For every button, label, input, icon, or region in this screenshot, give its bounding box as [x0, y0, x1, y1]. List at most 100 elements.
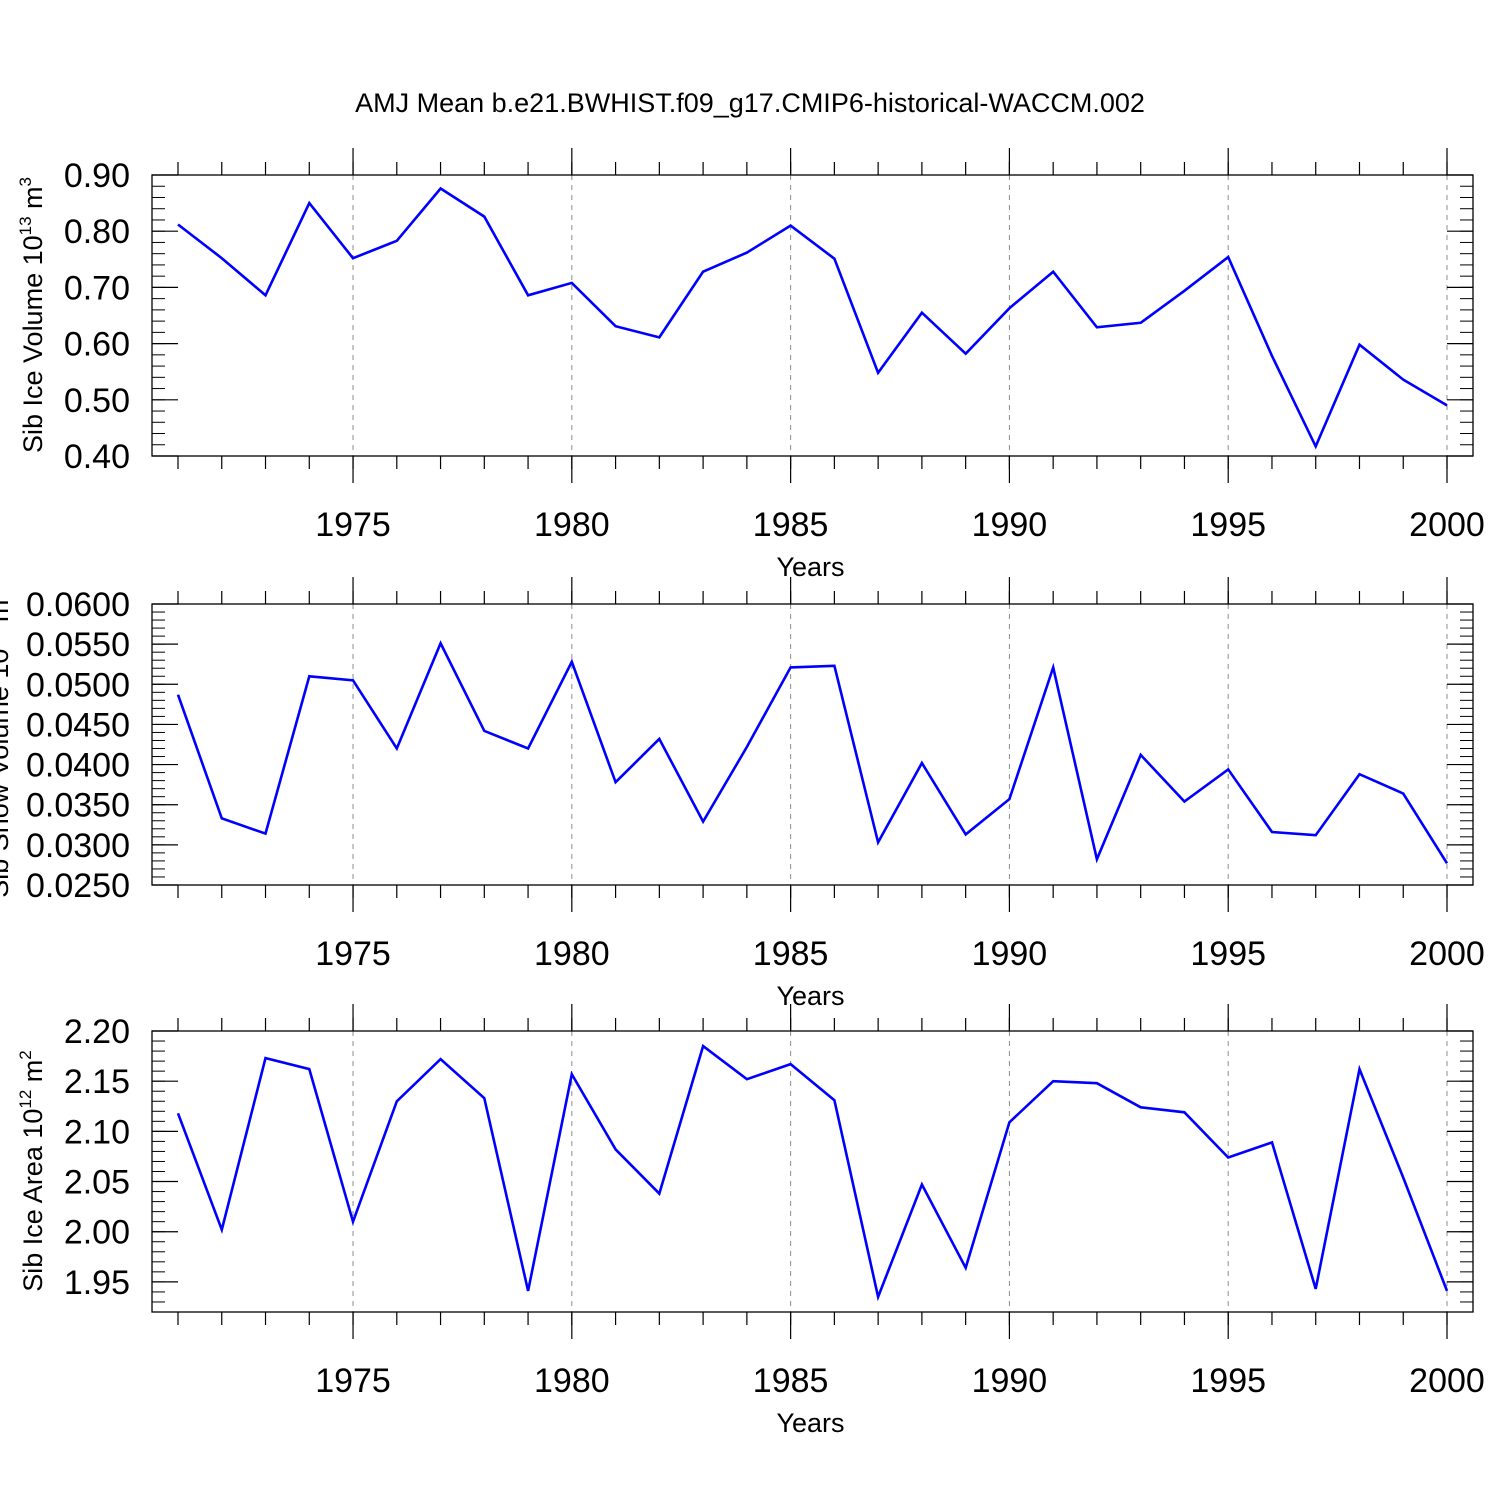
data-point: [571, 661, 573, 663]
data-point: [221, 257, 223, 259]
x-tick-label: 1985: [753, 935, 829, 973]
x-tick-label: 1995: [1190, 935, 1266, 973]
y-tick-label: 0.40: [64, 438, 130, 476]
data-point: [746, 746, 748, 748]
data-point: [1402, 792, 1404, 794]
data-point: [396, 747, 398, 749]
data-point: [1315, 1288, 1317, 1290]
y-tick-label: 2.15: [64, 1063, 130, 1101]
y-axis-title-unit-exponent: 3: [0, 590, 1, 599]
data-point: [264, 1057, 266, 1059]
data-point: [1096, 326, 1098, 328]
data-point: [396, 240, 398, 242]
y-axis-title-exponent: 13: [0, 630, 1, 649]
data-point: [921, 1183, 923, 1185]
data-point: [1446, 862, 1448, 864]
data-point: [1227, 1156, 1229, 1158]
data-point: [614, 781, 616, 783]
data-point: [221, 1229, 223, 1231]
data-point: [1402, 378, 1404, 380]
data-point: [1446, 1290, 1448, 1292]
data-point: [264, 294, 266, 296]
data-point: [1052, 270, 1054, 272]
data-point: [527, 747, 529, 749]
data-point: [658, 1192, 660, 1194]
data-point: [702, 270, 704, 272]
data-point: [833, 665, 835, 667]
data-point: [439, 642, 441, 644]
data-point: [1096, 858, 1098, 860]
y-axis-title: Sib Ice Area 1012 m2: [16, 1050, 48, 1292]
data-point: [308, 1068, 310, 1070]
data-point: [1139, 1106, 1141, 1108]
x-tick-label: 1980: [534, 1362, 610, 1400]
data-point: [1446, 404, 1448, 406]
data-point: [921, 762, 923, 764]
y-tick-label: 0.0500: [26, 666, 130, 704]
chart-panel-2: 1975 1980 1985 1990 1995 2000 0.02500.03000.03…: [0, 577, 1485, 1011]
x-tick-label: 1980: [534, 506, 610, 544]
data-point: [1271, 1141, 1273, 1143]
data-point: [308, 675, 310, 677]
y-axis-title-unit: m: [18, 186, 48, 216]
x-axis-title: Years: [776, 1408, 844, 1438]
data-point: [439, 1058, 441, 1060]
data-point: [483, 730, 485, 732]
data-point: [1183, 800, 1185, 802]
data-point: [527, 294, 529, 296]
data-point: [1315, 445, 1317, 447]
y-tick-label: 0.0550: [26, 626, 130, 664]
data-point: [439, 187, 441, 189]
data-point: [1052, 1080, 1054, 1082]
data-point: [308, 202, 310, 204]
data-point: [789, 1063, 791, 1065]
series-line: [176, 640, 1449, 864]
data-point: [877, 1296, 879, 1298]
data-point: [877, 841, 879, 843]
data-point: [658, 738, 660, 740]
data-point: [1139, 754, 1141, 756]
y-tick-label: 2.05: [64, 1164, 130, 1202]
data-point: [1358, 344, 1360, 346]
y-tick-label: 0.70: [64, 269, 130, 307]
y-tick-label: 0.60: [64, 326, 130, 364]
x-tick-label: 1980: [534, 935, 610, 973]
x-tick-label: 2000: [1409, 935, 1485, 973]
series-line: [177, 186, 1448, 450]
data-point: [177, 1112, 179, 1114]
data-point: [921, 311, 923, 313]
y-tick-label: 0.0300: [26, 827, 130, 865]
data-point: [1052, 666, 1054, 668]
y-tick-label: 0.0250: [26, 867, 130, 905]
data-point: [1008, 307, 1010, 309]
data-point: [877, 372, 879, 374]
y-axis-title-exponent: 12: [16, 1090, 35, 1109]
plot-frame: [151, 603, 1474, 886]
y-tick-label: 2.20: [64, 1013, 130, 1051]
x-tick-label: 1975: [315, 935, 391, 973]
data-point: [1008, 798, 1010, 800]
x-tick-label: 1985: [753, 506, 829, 544]
data-point: [177, 223, 179, 225]
plot-frame: [151, 174, 1474, 457]
data-point: [264, 832, 266, 834]
x-axis-title: Years: [776, 981, 844, 1011]
data-point: [1271, 355, 1273, 357]
data-point: [1271, 831, 1273, 833]
x-axis-title: Years: [776, 552, 844, 582]
y-tick-label: 2.10: [64, 1113, 130, 1151]
y-tick-label: 1.95: [64, 1264, 130, 1302]
data-point: [833, 258, 835, 260]
data-point: [527, 1290, 529, 1292]
data-point: [964, 1267, 966, 1269]
data-point: [352, 257, 354, 259]
data-point: [1139, 322, 1141, 324]
series-line: [176, 1043, 1449, 1302]
data-point: [1315, 834, 1317, 836]
data-point: [702, 1045, 704, 1047]
y-axis-title: Sib Ice Volume 1013 m3: [16, 177, 48, 453]
y-axis-title-exponent: 13: [16, 216, 35, 235]
data-point: [177, 694, 179, 696]
x-tick-label: 1990: [972, 935, 1048, 973]
